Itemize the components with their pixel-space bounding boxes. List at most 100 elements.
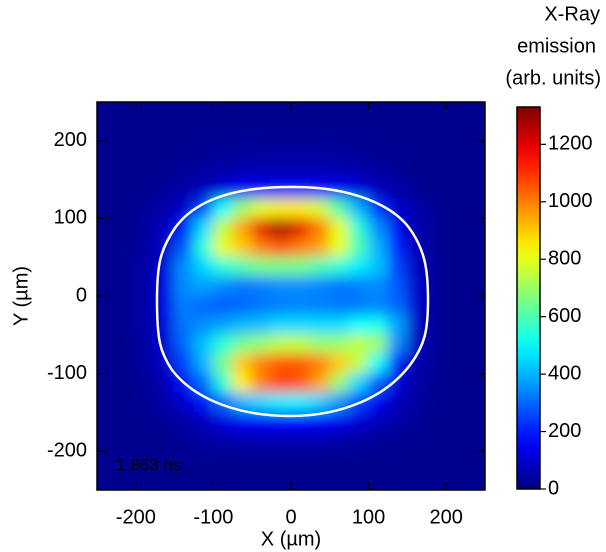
heatmap-cell	[290, 120, 311, 142]
heatmap-cell	[387, 431, 408, 452]
heatmap-cell	[290, 373, 311, 394]
colorbar-tick-label: 400	[548, 362, 581, 384]
heatmap-cell	[193, 373, 214, 394]
heatmap-cell	[232, 470, 253, 490]
heatmap-cell	[115, 140, 137, 161]
heatmap-cell	[465, 373, 485, 394]
heatmap-cell	[251, 353, 273, 375]
heatmap-cell	[309, 470, 331, 490]
heatmap-cell	[97, 159, 117, 181]
heatmap-cell	[348, 450, 370, 472]
heatmap-cell	[232, 276, 253, 297]
heatmap-cell	[445, 334, 467, 355]
heatmap-cell	[115, 159, 137, 181]
heatmap-cell	[212, 373, 234, 394]
heatmap-cell	[251, 470, 273, 490]
heatmap-cell	[154, 102, 176, 122]
heatmap-cell	[135, 314, 156, 336]
heatmap-cell	[115, 450, 137, 472]
heatmap-cell	[348, 314, 370, 336]
heatmap-cell	[271, 120, 292, 142]
heatmap-cell	[465, 140, 485, 161]
heatmap-cell	[251, 198, 273, 219]
heatmap-cell	[193, 256, 214, 278]
heatmap-cell	[271, 217, 292, 239]
heatmap-cell	[193, 179, 214, 200]
heatmap-cell	[135, 217, 156, 239]
heatmap-cell	[174, 314, 195, 336]
heatmap-cell	[135, 450, 156, 472]
heatmap-cell	[406, 120, 428, 142]
heatmap-cell	[445, 120, 467, 142]
heatmap-cell	[290, 256, 311, 278]
heatmap-cell	[232, 102, 253, 122]
heatmap-cell	[115, 431, 137, 452]
heatmap-cell	[387, 198, 408, 219]
heatmap-cell	[135, 334, 156, 355]
heatmap-cell	[348, 431, 370, 452]
heatmap-cell	[290, 470, 311, 490]
heatmap-cell	[348, 237, 370, 258]
heatmap-cell	[348, 353, 370, 375]
plot-area	[97, 102, 485, 490]
heatmap-cell	[406, 431, 428, 452]
heatmap-cell	[387, 334, 408, 355]
heatmap-cell	[445, 159, 467, 181]
heatmap-cell	[193, 102, 214, 122]
heatmap-cell	[290, 450, 311, 472]
heatmap-cell	[348, 470, 370, 490]
x-tick-label: -100	[193, 506, 233, 528]
heatmap-cell	[309, 237, 331, 258]
heatmap-cell	[445, 179, 467, 200]
heatmap-cell	[115, 295, 137, 316]
heatmap-cell	[174, 120, 195, 142]
heatmap-cell	[154, 198, 176, 219]
heatmap-cell	[329, 198, 350, 219]
heatmap-cell	[115, 392, 137, 413]
heatmap-cell	[445, 256, 467, 278]
heatmap-cell	[135, 353, 156, 375]
heatmap-cell	[193, 140, 214, 161]
heatmap-cell	[406, 256, 428, 278]
heatmap-cell	[309, 256, 331, 278]
heatmap-cell	[174, 295, 195, 316]
heatmap-cell	[212, 256, 234, 278]
heatmap-cell	[232, 431, 253, 452]
heatmap-cell	[329, 431, 350, 452]
heatmap-cell	[426, 140, 447, 161]
heatmap-cell	[97, 334, 117, 355]
heatmap-cell	[251, 217, 273, 239]
heatmap-cell	[193, 314, 214, 336]
heatmap-cell	[232, 411, 253, 433]
heatmap-cell	[348, 102, 370, 122]
heatmap-cell	[465, 179, 485, 200]
heatmap-cell	[387, 353, 408, 375]
heatmap-cell	[329, 450, 350, 472]
heatmap-cell	[174, 411, 195, 433]
heatmap-cell	[174, 179, 195, 200]
heatmap-cell	[174, 102, 195, 122]
heatmap-cell	[135, 120, 156, 142]
heatmap-cell	[445, 353, 467, 375]
heatmap-cell	[290, 198, 311, 219]
heatmap-cell	[368, 392, 389, 413]
heatmap-cell	[445, 102, 467, 122]
heatmap-cell	[368, 159, 389, 181]
y-tick-label: 200	[54, 129, 87, 151]
heatmap-cell	[387, 314, 408, 336]
colorbar-tick-label: 800	[548, 248, 581, 270]
heatmap-cell	[212, 120, 234, 142]
heatmap-cell	[271, 450, 292, 472]
heatmap-cell	[329, 237, 350, 258]
heatmap-cell	[232, 217, 253, 239]
heatmap-cell	[251, 102, 273, 122]
heatmap-cell	[329, 470, 350, 490]
heatmap-cell	[212, 140, 234, 161]
heatmap-cell	[232, 237, 253, 258]
heatmap-cell	[212, 353, 234, 375]
heatmap-cell	[232, 314, 253, 336]
heatmap-cell	[290, 353, 311, 375]
heatmap-cell	[368, 120, 389, 142]
heatmap-cell	[426, 353, 447, 375]
